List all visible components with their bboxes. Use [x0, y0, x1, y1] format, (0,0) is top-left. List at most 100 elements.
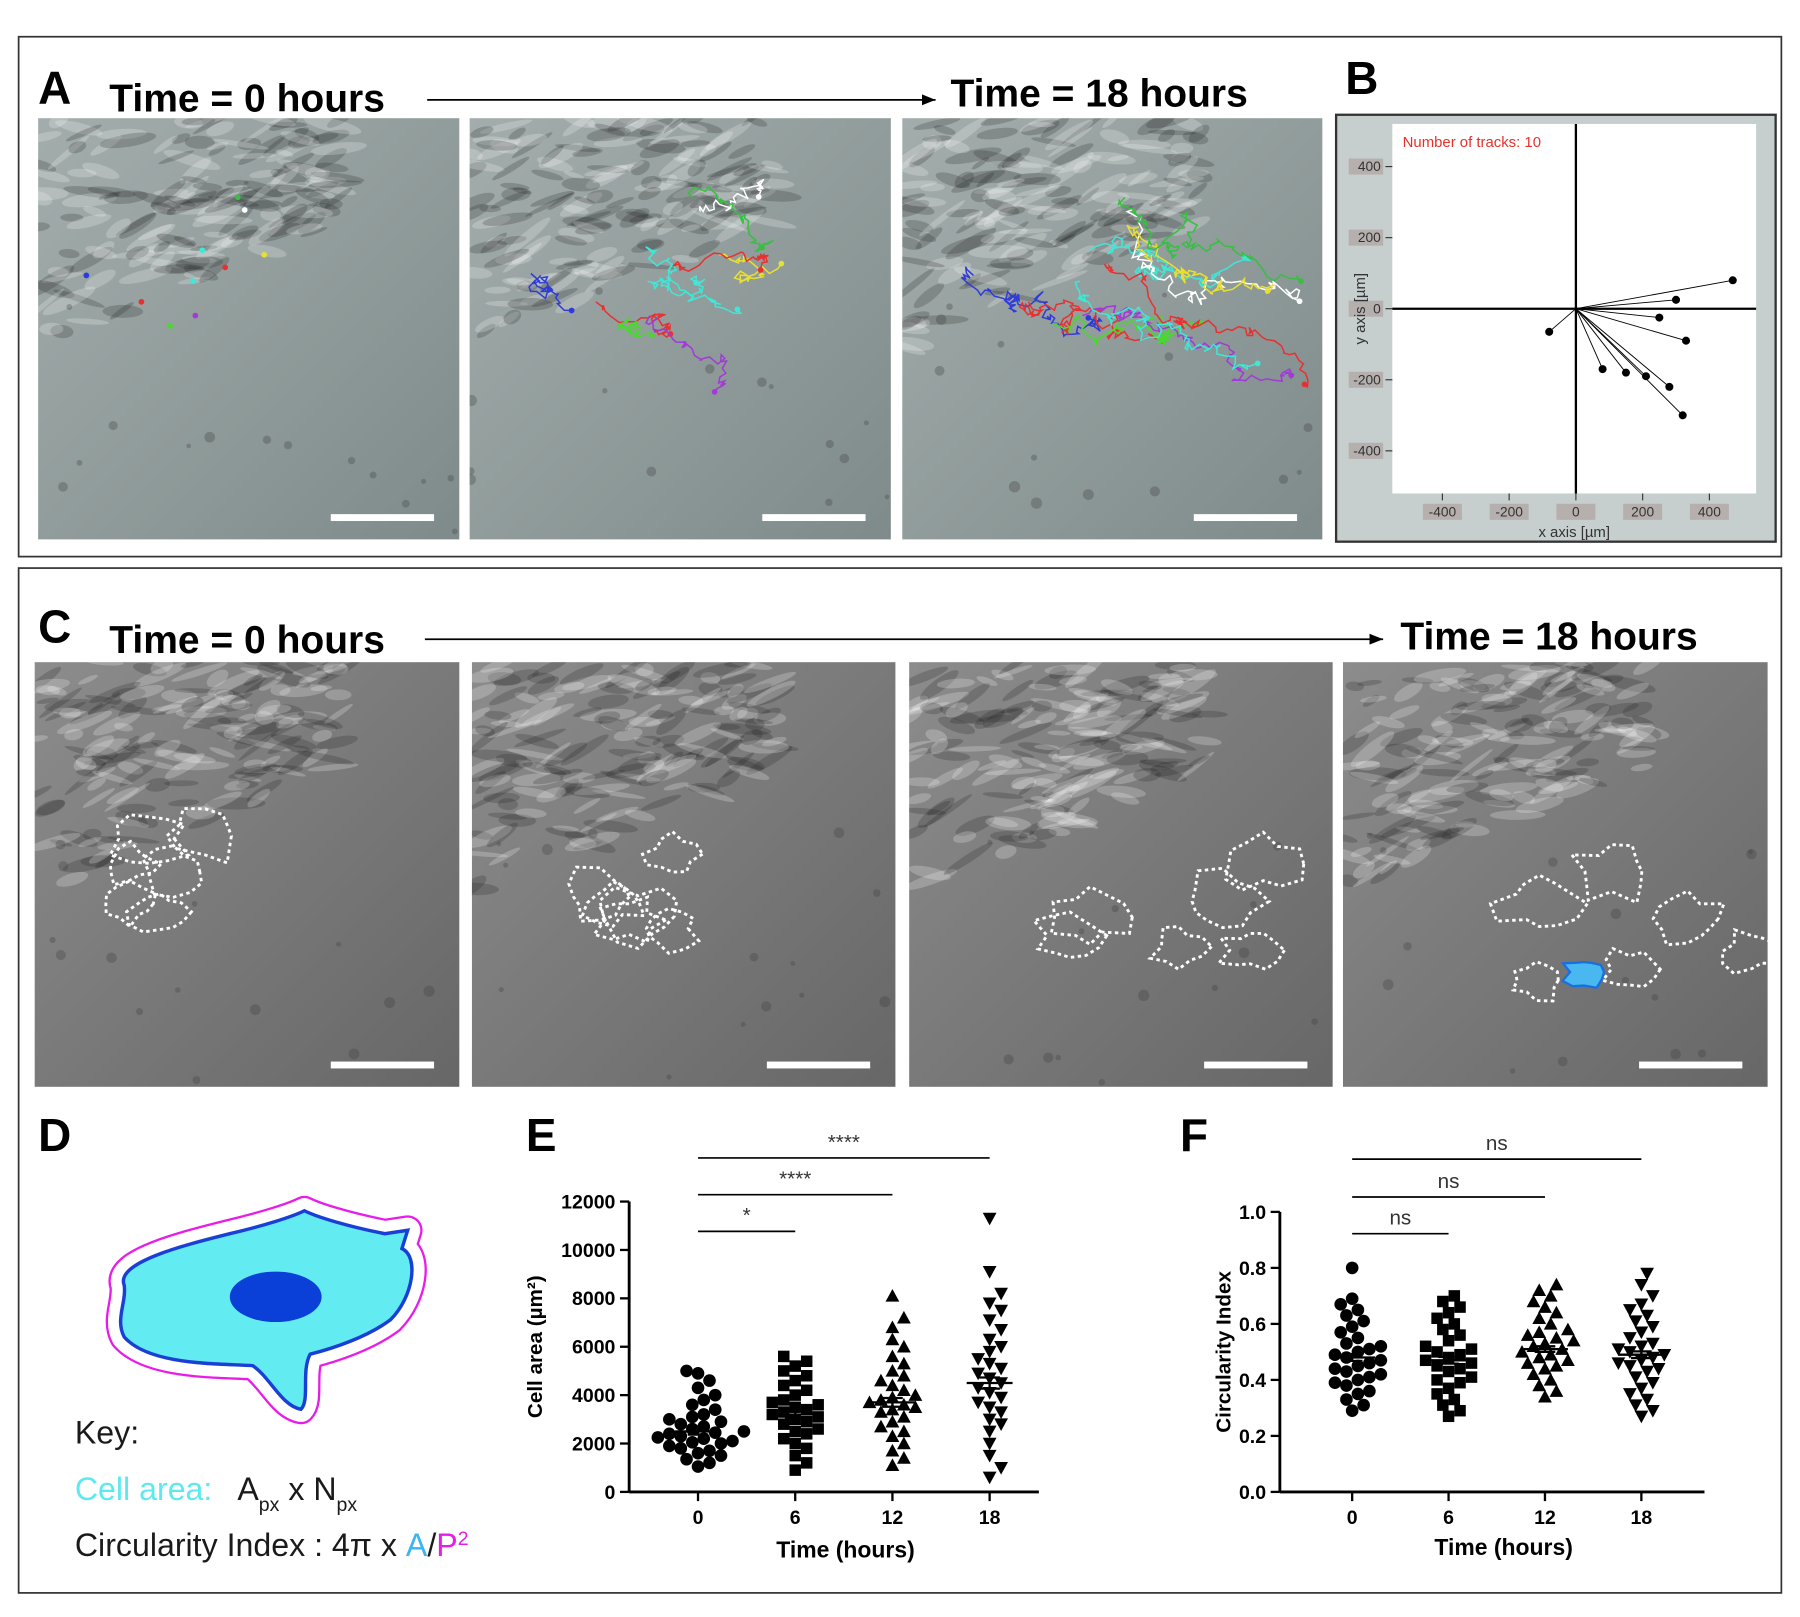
data-point [685, 1435, 699, 1449]
cell-texture [115, 811, 148, 828]
cell-texture [995, 845, 1017, 859]
cell-texture [1042, 208, 1079, 221]
cell-texture [1401, 677, 1434, 684]
cell-texture [1140, 758, 1187, 765]
data-point [1645, 1320, 1660, 1334]
cell-texture [1117, 139, 1171, 150]
cell-texture [286, 662, 329, 680]
cell-texture [64, 728, 84, 741]
cell-texture [1431, 736, 1474, 746]
cell-texture [624, 118, 647, 133]
cell-texture [1533, 720, 1566, 734]
cell-texture [197, 198, 223, 216]
debris [833, 827, 845, 839]
cell-texture [1632, 716, 1655, 727]
cell-texture [484, 710, 512, 720]
cell-texture [989, 257, 1034, 270]
cell-texture [1073, 729, 1108, 736]
cell-texture [1405, 747, 1464, 765]
cell-texture [678, 695, 704, 706]
cell-texture [954, 682, 991, 710]
cell-texture [1042, 768, 1094, 798]
y-tick-label: 2000 [572, 1433, 616, 1455]
cell-texture [254, 710, 274, 725]
cell-texture [1093, 739, 1121, 751]
debris [997, 340, 1005, 348]
data-point [1454, 1329, 1466, 1341]
cell-texture [1087, 151, 1136, 165]
cell-texture [1061, 245, 1096, 271]
cell-outline [1031, 910, 1109, 959]
cell-texture [144, 245, 204, 255]
x-tick-label: 200 [1631, 504, 1654, 519]
data-point [1351, 1359, 1365, 1373]
cell-texture [638, 769, 669, 787]
data-point [1549, 1359, 1564, 1372]
cell-texture [1068, 687, 1119, 704]
data-point [1328, 1348, 1342, 1362]
data-point [1340, 1379, 1353, 1392]
cell-texture [717, 770, 741, 788]
tick-bg [1556, 503, 1596, 520]
cell-texture [974, 708, 1006, 729]
debris [799, 992, 805, 998]
cell-texture [563, 259, 595, 266]
panel-label: C [38, 601, 71, 653]
cell-texture [902, 256, 945, 268]
cell-texture [280, 205, 334, 219]
data-point [1431, 1374, 1443, 1386]
cell-texture [1380, 816, 1436, 838]
cell-texture [1342, 731, 1369, 756]
cell-texture [34, 785, 52, 803]
cell-texture [66, 318, 110, 325]
cell-texture [1535, 759, 1557, 773]
cell-texture [1002, 798, 1054, 813]
cell-texture [909, 824, 928, 839]
cell-texture [672, 748, 703, 768]
data-point [1561, 1322, 1575, 1336]
cell-texture [741, 118, 763, 127]
cell-texture [1019, 204, 1067, 213]
cell-texture [1550, 671, 1576, 683]
tick-bg [1348, 300, 1384, 317]
cell-outline [644, 906, 702, 955]
cell-texture [34, 678, 71, 694]
cell-texture [228, 726, 257, 742]
y-tick-label: 8000 [572, 1288, 616, 1310]
cell-texture [1000, 700, 1034, 714]
cell-texture [35, 799, 65, 817]
cell-texture [606, 762, 656, 779]
cell-texture [104, 190, 149, 204]
data-point [994, 1324, 1008, 1337]
cell-texture [82, 735, 115, 757]
debris [1670, 1048, 1681, 1060]
cell-texture [1072, 704, 1091, 720]
data-point [897, 1410, 911, 1423]
cell-texture [1445, 734, 1490, 756]
cell-texture [503, 309, 522, 325]
cell-texture [902, 162, 929, 176]
cell-texture [932, 751, 971, 761]
debris [1250, 901, 1257, 908]
cell-texture [1117, 700, 1164, 738]
cell-texture [1385, 764, 1424, 793]
data-point [1634, 1410, 1649, 1424]
cell-track [1125, 209, 1301, 306]
cell-texture [471, 761, 520, 782]
cell-texture [677, 144, 717, 162]
cell-texture [469, 161, 487, 181]
cell-texture [82, 787, 115, 808]
data-point [982, 1357, 997, 1371]
cell-texture [1051, 197, 1080, 205]
data-point [1628, 1371, 1643, 1384]
y-tick-label: -200 [1353, 372, 1381, 387]
micrograph-texture [902, 118, 1313, 509]
data-point [897, 1451, 911, 1464]
data-point [994, 1362, 1008, 1376]
cell-texture [91, 770, 133, 785]
micrograph [1342, 662, 1768, 1087]
track [1575, 308, 1684, 416]
data-point [908, 1400, 923, 1413]
cell-texture [38, 190, 53, 206]
cell-texture [220, 236, 244, 248]
